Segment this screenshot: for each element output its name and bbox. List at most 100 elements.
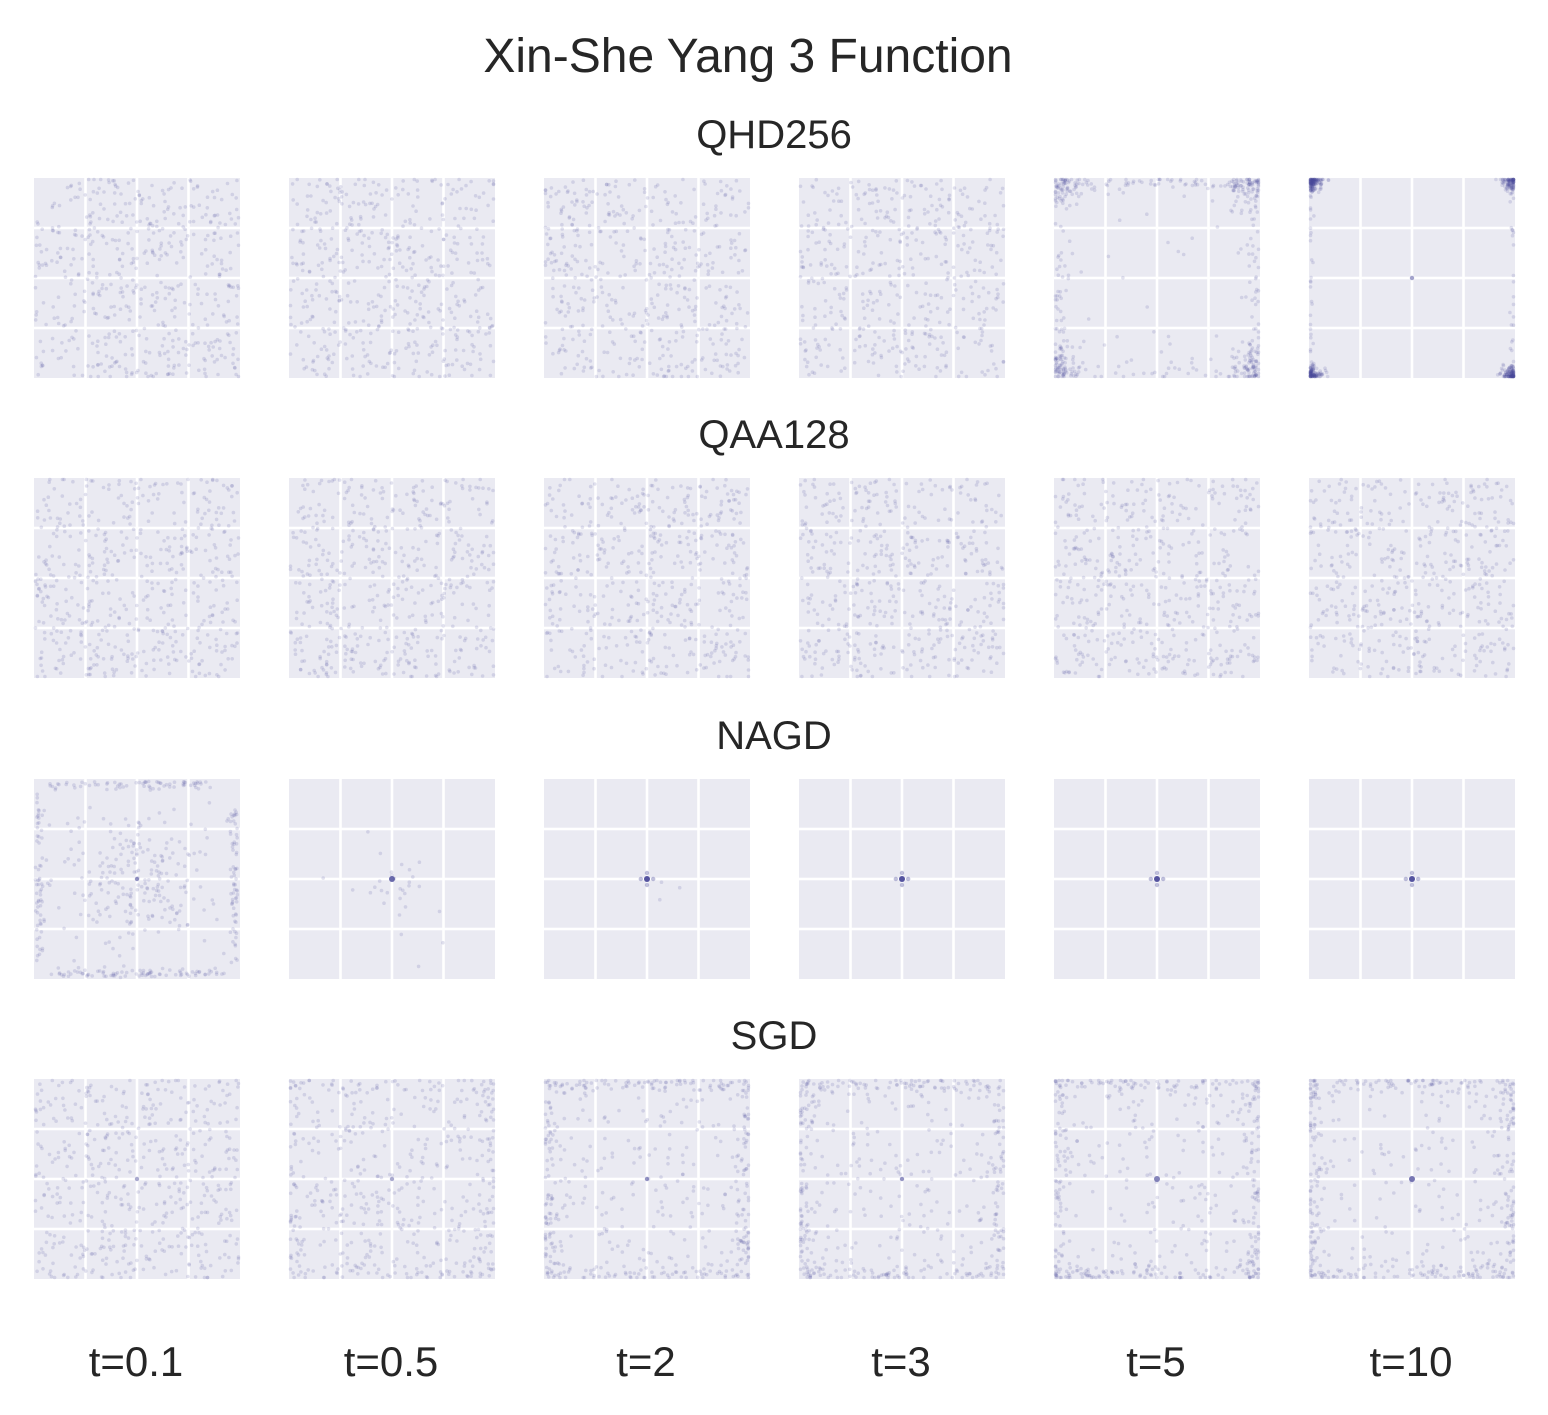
scatter-point bbox=[832, 266, 837, 271]
scatter-point bbox=[373, 524, 377, 529]
scatter-point bbox=[1124, 177, 1128, 182]
scatter-point bbox=[230, 494, 234, 499]
scatter-point bbox=[1308, 226, 1313, 230]
scatter-point bbox=[666, 227, 670, 232]
scatter-point bbox=[641, 487, 645, 492]
scatter-point bbox=[592, 296, 597, 300]
scatter-point bbox=[433, 574, 437, 578]
scatter-point bbox=[569, 267, 573, 271]
scatter-point bbox=[584, 211, 589, 215]
scatter-point bbox=[741, 541, 746, 545]
scatter-point bbox=[599, 547, 604, 551]
scatter-point bbox=[694, 538, 698, 543]
scatter-point bbox=[173, 298, 177, 303]
scatter-point bbox=[347, 534, 351, 538]
scatter-point bbox=[621, 580, 625, 585]
scatter-point bbox=[470, 547, 475, 552]
scatter-point bbox=[687, 305, 691, 309]
scatter-point bbox=[1254, 365, 1258, 370]
scatter-point bbox=[887, 509, 892, 514]
scatter-point bbox=[163, 285, 168, 290]
scatter-point bbox=[122, 515, 126, 519]
scatter-point bbox=[714, 529, 718, 533]
scatter-point bbox=[563, 525, 567, 529]
scatter-point bbox=[218, 272, 222, 277]
scatter-point bbox=[697, 622, 701, 627]
scatter-point bbox=[125, 659, 130, 663]
scatter-point bbox=[634, 261, 638, 266]
scatter-point bbox=[1233, 370, 1238, 374]
scatter-point bbox=[109, 657, 114, 661]
scatter-point bbox=[601, 594, 606, 598]
scatter-point bbox=[799, 265, 804, 269]
scatter-point bbox=[693, 319, 697, 324]
scatter-point bbox=[447, 519, 451, 524]
scatter-point bbox=[1062, 372, 1066, 377]
scatter-point bbox=[87, 227, 92, 232]
scatter-point bbox=[1234, 178, 1239, 183]
time-label-4: t=5 bbox=[1126, 1338, 1186, 1385]
scatter-point bbox=[357, 222, 361, 227]
scatter-point bbox=[902, 610, 907, 615]
scatter-point bbox=[657, 583, 661, 588]
scatter-point bbox=[892, 321, 896, 325]
scatter-point bbox=[1312, 178, 1316, 183]
scatter-point bbox=[144, 337, 149, 341]
scatter-point bbox=[84, 215, 89, 219]
scatter-point bbox=[78, 497, 83, 502]
scatter-point bbox=[1316, 190, 1321, 195]
scatter-point bbox=[553, 259, 557, 264]
scatter-point bbox=[800, 255, 805, 259]
scatter-point bbox=[62, 269, 67, 274]
scatter-point bbox=[721, 581, 726, 585]
scatter-point bbox=[1248, 342, 1252, 347]
scatter-point bbox=[336, 343, 341, 347]
scatter-point bbox=[887, 477, 892, 482]
scatter-point bbox=[1001, 360, 1006, 364]
scatter-point bbox=[208, 558, 212, 563]
scatter-point bbox=[927, 342, 932, 346]
scatter-point bbox=[659, 367, 664, 372]
scatter-point bbox=[428, 217, 432, 221]
scatter-point bbox=[804, 348, 808, 352]
scatter-point bbox=[291, 198, 296, 202]
scatter-point bbox=[948, 617, 952, 621]
scatter-point bbox=[1248, 280, 1252, 285]
scatter-point bbox=[957, 225, 962, 230]
scatter-point bbox=[112, 610, 117, 614]
scatter-point bbox=[559, 579, 563, 583]
scatter-point bbox=[735, 326, 739, 331]
scatter-point bbox=[337, 588, 342, 593]
scatter-point bbox=[681, 220, 685, 225]
scatter-point bbox=[551, 276, 555, 281]
scatter-point bbox=[571, 217, 576, 222]
scatter-point bbox=[543, 503, 548, 507]
scatter-point bbox=[1509, 225, 1514, 230]
scatter-point bbox=[742, 573, 747, 578]
scatter-point bbox=[300, 622, 304, 626]
scatter-point bbox=[729, 488, 734, 493]
scatter-point bbox=[1256, 361, 1261, 366]
scatter-point bbox=[171, 345, 175, 349]
scatter-point bbox=[852, 360, 857, 365]
scatter-point bbox=[334, 643, 339, 648]
scatter-point bbox=[391, 582, 396, 586]
scatter-point bbox=[58, 647, 62, 652]
scatter-point bbox=[395, 242, 399, 247]
scatter-point bbox=[918, 183, 923, 188]
scatter-point bbox=[1194, 177, 1199, 182]
scatter-point bbox=[396, 586, 400, 591]
scatter-point bbox=[576, 233, 580, 238]
scatter-point bbox=[1246, 200, 1251, 205]
scatter-point bbox=[165, 372, 170, 377]
scatter-point bbox=[95, 275, 99, 280]
scatter-point bbox=[89, 220, 93, 224]
scatter-point bbox=[369, 361, 373, 366]
scatter-point bbox=[64, 349, 68, 353]
scatter-point bbox=[1507, 373, 1512, 377]
scatter-point bbox=[1308, 373, 1313, 378]
scatter-point bbox=[317, 481, 322, 486]
scatter-point bbox=[120, 220, 124, 224]
scatter-point bbox=[100, 286, 104, 291]
scatter-point bbox=[1508, 365, 1512, 370]
